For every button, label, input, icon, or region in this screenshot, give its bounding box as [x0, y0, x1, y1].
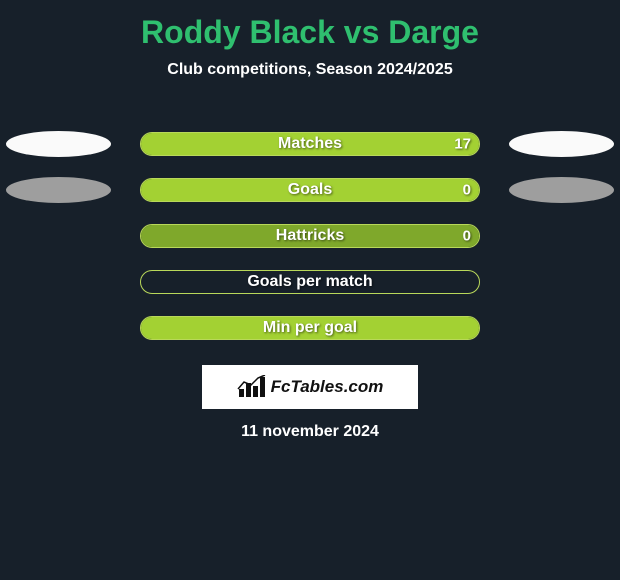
player-ellipse-left	[6, 131, 111, 157]
player-ellipse-left	[6, 177, 111, 203]
stat-value: 17	[454, 136, 471, 153]
stat-label: Hattricks	[276, 227, 344, 245]
stat-row: Min per goal	[0, 305, 620, 351]
stat-label: Goals	[288, 181, 332, 199]
brand-box: FcTables.com	[202, 365, 418, 409]
stat-value: 0	[463, 182, 471, 199]
stat-bar: Min per goal	[140, 316, 480, 340]
brand-text: FcTables.com	[271, 377, 384, 397]
stat-row: Matches 17	[0, 121, 620, 167]
stat-bar: Hattricks 0	[140, 224, 480, 248]
stat-bar: Matches 17	[140, 132, 480, 156]
date-line: 11 november 2024	[0, 423, 620, 441]
subtitle: Club competitions, Season 2024/2025	[0, 61, 620, 79]
stat-row: Goals per match	[0, 259, 620, 305]
comparison-chart: Matches 17 Goals 0 Hattricks 0 Goals per match…	[0, 121, 620, 351]
stat-row: Goals 0	[0, 167, 620, 213]
player-ellipse-right	[509, 131, 614, 157]
page-title: Roddy Black vs Darge	[0, 0, 620, 51]
stat-label: Goals per match	[247, 273, 372, 291]
bar-chart-icon	[237, 375, 267, 399]
player-ellipse-right	[509, 177, 614, 203]
stat-bar: Goals 0	[140, 178, 480, 202]
stat-value: 0	[463, 228, 471, 245]
stat-row: Hattricks 0	[0, 213, 620, 259]
stat-label: Matches	[278, 135, 342, 153]
stat-label: Min per goal	[263, 319, 357, 337]
stat-bar: Goals per match	[140, 270, 480, 294]
